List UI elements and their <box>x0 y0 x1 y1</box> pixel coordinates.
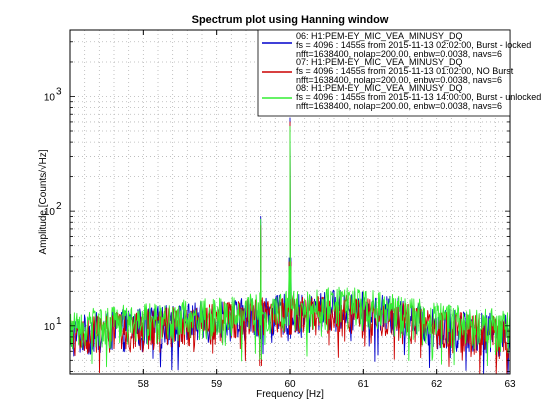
legend-box <box>257 29 511 117</box>
legend-entry-1: 06: H1:PEM-EY_MIC_VEA_MINUSY_DQ fs = 409… <box>262 31 531 59</box>
y-tick-label: 10 <box>44 322 56 333</box>
y-tick-label: 10 <box>44 207 56 218</box>
legend: 06: H1:PEM-EY_MIC_VEA_MINUSY_DQ fs = 409… <box>257 29 541 117</box>
y-tick-exponent: 3 <box>56 86 62 97</box>
y-tick-label: 10 <box>44 92 56 103</box>
chart-title: Spectrum plot using Hanning window <box>192 14 389 26</box>
y-tick-exponent: 1 <box>56 316 62 327</box>
x-tick-label: 60 <box>284 379 296 390</box>
x-tick-label: 63 <box>504 379 516 390</box>
x-axis-label: Frequency [Hz] <box>256 389 324 400</box>
legend-name-3: 08: H1:PEM-EY_MIC_VEA_MINUSY_DQ <box>296 83 463 93</box>
legend-detail-2b: nfft=1638400, nolap=200.00, enbw=0.0038,… <box>296 75 502 85</box>
x-tick-label: 58 <box>138 379 150 390</box>
legend-detail-3a: fs = 4096 : 1455s from 2015-11-13 14:00:… <box>296 92 541 102</box>
legend-detail-1a: fs = 4096 : 1455s from 2015-11-13 02:02:… <box>296 40 531 50</box>
legend-detail-2a: fs = 4096 : 1455s from 2015-11-13 01:02:… <box>296 66 514 76</box>
legend-entry-2: 07: H1:PEM-EY_MIC_VEA_MINUSY_DQ fs = 409… <box>262 57 514 85</box>
x-tick-label: 62 <box>431 379 443 390</box>
legend-name-2: 07: H1:PEM-EY_MIC_VEA_MINUSY_DQ <box>296 57 463 67</box>
y-axis-label: Amplitude [Counts/√Hz] <box>37 149 49 254</box>
legend-detail-3b: nfft=1638400, nolap=200.00, enbw=0.0038,… <box>296 101 502 111</box>
x-tick-label: 59 <box>211 379 223 390</box>
y-tick-exponent: 2 <box>56 201 62 212</box>
series-line-3 <box>69 125 511 368</box>
legend-detail-1b: nfft=1638400, nolap=200.00, enbw=0.0038,… <box>296 49 502 59</box>
legend-name-1: 06: H1:PEM-EY_MIC_VEA_MINUSY_DQ <box>296 31 463 41</box>
series-layer <box>69 117 511 375</box>
x-tick-label: 61 <box>358 379 370 390</box>
legend-entry-3: 08: H1:PEM-EY_MIC_VEA_MINUSY_DQ fs = 409… <box>262 83 541 111</box>
